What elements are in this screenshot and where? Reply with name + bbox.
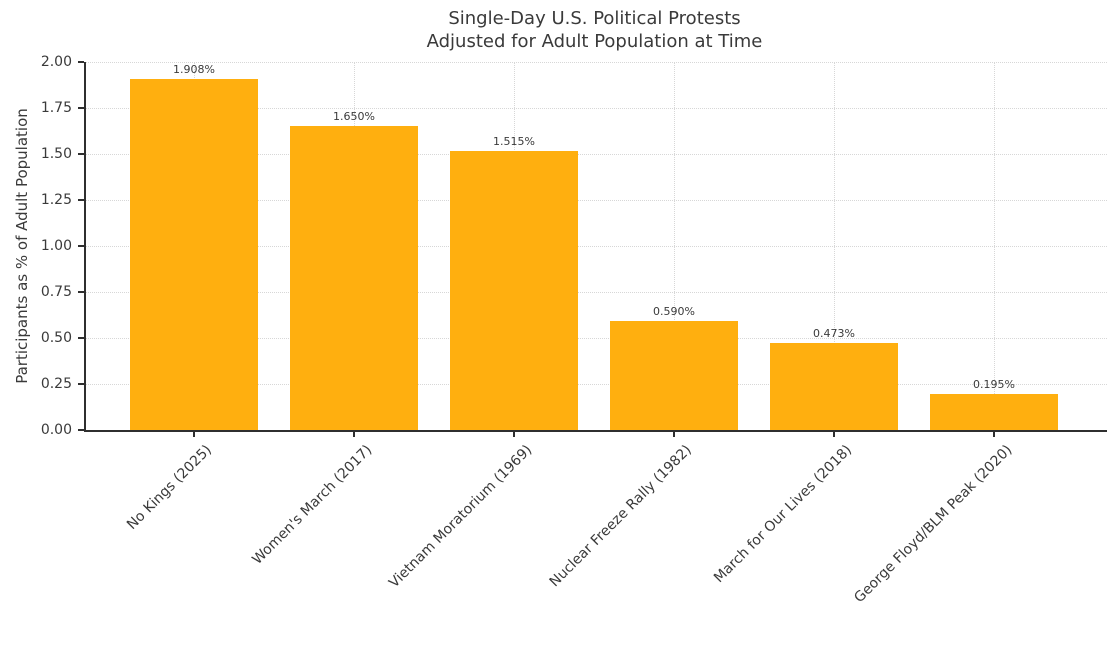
y-tick-label: 0.75 — [40, 284, 72, 300]
bar-value-label: 0.473% — [813, 326, 855, 340]
y-tick-mark — [78, 199, 84, 201]
bar-value-label: 0.590% — [653, 305, 695, 319]
x-tick-mark — [513, 432, 515, 437]
x-tick-label: Women's March (2017) — [249, 442, 376, 568]
x-tick-label: March for Our Lives (2018) — [711, 442, 856, 587]
h-gridline — [86, 200, 1107, 201]
bar — [290, 126, 418, 430]
x-tick-mark — [193, 432, 195, 437]
bar — [130, 78, 258, 430]
x-tick-mark — [353, 432, 355, 437]
x-tick-label: George Floyd/BLM Peak (2020) — [851, 442, 1016, 607]
h-gridline — [86, 108, 1107, 109]
y-tick-mark — [78, 153, 84, 155]
x-tick-mark — [833, 432, 835, 437]
plot-area: 0.00 0.25 0.50 0.75 1.00 1.25 1.50 1.75 2.00 1.90… — [41, 55, 1107, 606]
bar — [450, 151, 578, 430]
y-tick-mark — [78, 245, 84, 247]
x-tick-mark — [673, 432, 675, 437]
bar-value-label: 1.908% — [173, 62, 215, 76]
y-tick-label: 0.25 — [40, 376, 72, 392]
x-tick-label: Vietnam Moratorium (1969) — [386, 442, 536, 592]
h-gridline — [86, 246, 1107, 247]
y-tick-label: 1.50 — [40, 146, 72, 162]
bar — [770, 342, 898, 430]
y-tick-label: 1.00 — [40, 238, 72, 254]
y-tick-mark — [78, 429, 84, 431]
y-tick-label: 2.00 — [40, 54, 72, 70]
h-gridline — [86, 154, 1107, 155]
x-tick-label: No Kings (2025) — [124, 442, 216, 533]
h-gridline — [86, 384, 1107, 385]
y-tick-mark — [78, 337, 84, 339]
bar — [610, 321, 738, 430]
y-tick-label: 0.00 — [40, 422, 72, 438]
h-gridline — [86, 62, 1107, 63]
y-tick-label: 1.75 — [40, 100, 72, 116]
y-tick-mark — [78, 383, 84, 385]
x-tick-label: Nuclear Freeze Rally (1982) — [547, 442, 696, 591]
y-tick-mark — [78, 61, 84, 63]
x-tick-mark — [993, 432, 995, 437]
bar — [930, 394, 1058, 430]
v-gridline — [674, 62, 675, 430]
bar-value-label: 1.515% — [493, 135, 535, 149]
y-tick-label: 0.50 — [40, 330, 72, 346]
v-gridline — [834, 62, 835, 430]
chart-title-line1: Single-Day U.S. Political Protests — [448, 8, 741, 29]
h-gridline — [86, 338, 1107, 339]
y-tick-mark — [78, 291, 84, 293]
bar-value-label: 0.195% — [973, 378, 1015, 392]
v-gridline — [994, 62, 995, 430]
chart-title-line2: Adjusted for Adult Population at Time — [426, 31, 763, 53]
bar-value-label: 1.650% — [333, 110, 375, 124]
chart-title: Single-Day U.S. Political Protests Adjus… — [84, 7, 1105, 53]
y-tick-label: 1.25 — [40, 192, 72, 208]
h-gridline — [86, 292, 1107, 293]
y-tick-mark — [78, 107, 84, 109]
